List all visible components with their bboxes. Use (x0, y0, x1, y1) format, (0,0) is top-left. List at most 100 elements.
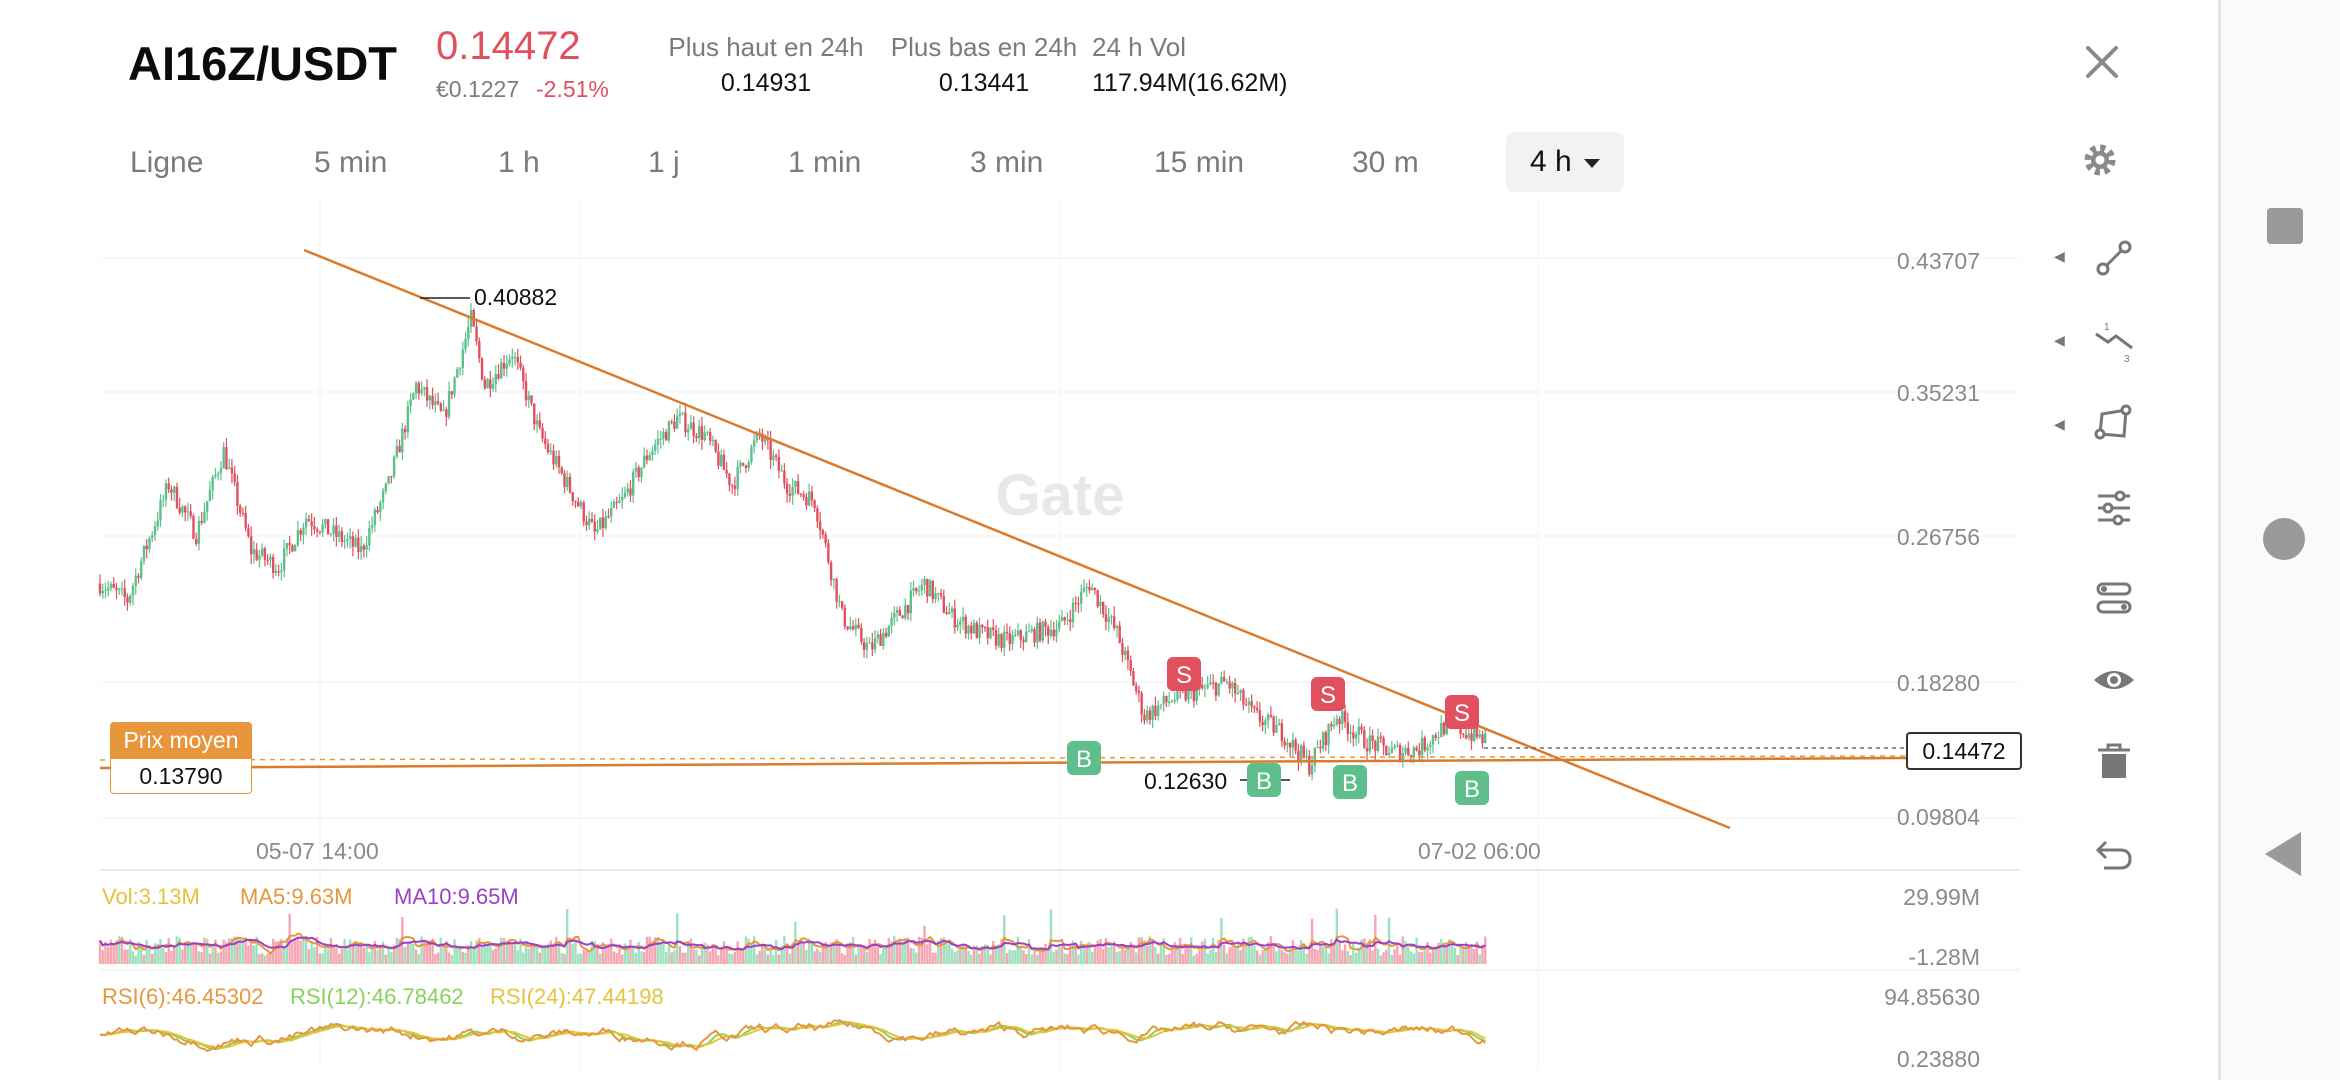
price-chart[interactable]: Gate S S S B B B B (0, 0, 2240, 1080)
tab-5min[interactable]: 5 min (314, 146, 388, 179)
candle-body (1206, 684, 1209, 688)
candle-body (126, 596, 129, 603)
candle-body (917, 590, 921, 592)
volume-bar (1302, 943, 1306, 964)
volume-bar (321, 953, 324, 964)
candle-body (651, 450, 654, 455)
volume-bar (1354, 952, 1358, 964)
candle-body (478, 341, 481, 358)
volume-bar (703, 942, 706, 964)
volume-bar (1189, 937, 1193, 964)
candle-body (519, 362, 522, 368)
volume-bar (670, 952, 673, 964)
candle-body (1426, 747, 1429, 751)
candle-body (412, 393, 415, 400)
volume-bar (115, 940, 118, 964)
candle-body (1003, 631, 1006, 648)
tab-1j[interactable]: 1 j (648, 146, 680, 179)
candle-body (252, 549, 256, 555)
candle-body (805, 496, 808, 506)
candle-body (571, 492, 574, 502)
candle-body (560, 467, 563, 474)
candle-body (755, 432, 759, 441)
tab-3min[interactable]: 3 min (970, 146, 1044, 179)
candle-body (846, 626, 849, 630)
tab-1h[interactable]: 1 h (498, 146, 540, 179)
expand-arrow-icon[interactable]: ◀ (2054, 416, 2065, 432)
layers-icon[interactable] (2090, 574, 2138, 622)
candle-body (318, 531, 322, 533)
candle-body (739, 462, 742, 467)
candle-body (1398, 745, 1402, 761)
buy-badge (1247, 763, 1281, 797)
sell-badge-label: S (1320, 682, 1336, 709)
volume-bar (1069, 945, 1072, 964)
candle-body (343, 540, 346, 542)
tab-ligne[interactable]: Ligne (130, 146, 204, 179)
volume-bar (101, 950, 104, 964)
candle-body (368, 527, 371, 546)
candle-body (1409, 755, 1413, 758)
undo-icon[interactable] (2090, 830, 2138, 878)
indicator-settings-icon[interactable] (2090, 484, 2138, 532)
home-icon[interactable] (2263, 518, 2305, 560)
volume-bar (445, 941, 448, 964)
volume-bar (643, 952, 646, 964)
candle-body (1481, 734, 1484, 744)
candle-body (774, 455, 778, 457)
recent-apps-icon[interactable] (2267, 208, 2303, 244)
volume-bar (1313, 948, 1317, 964)
volume-bar (832, 941, 836, 964)
volume-bar (1453, 947, 1457, 964)
volume-bar (1093, 947, 1097, 964)
expand-arrow-icon[interactable]: ◀ (2054, 248, 2065, 264)
volume-bar (1047, 949, 1050, 964)
candle-body (876, 634, 880, 639)
candle-body (697, 426, 701, 439)
tab-1min[interactable]: 1 min (788, 146, 862, 179)
volume-bar (719, 950, 723, 964)
back-icon[interactable] (2265, 832, 2301, 876)
volume-bar (398, 939, 401, 964)
candle-body (1431, 735, 1435, 745)
volume-bar (884, 947, 888, 964)
tab-30m[interactable]: 30 m (1352, 146, 1419, 179)
tab-4h[interactable]: 4 h (1506, 132, 1624, 192)
candle-body (599, 517, 602, 530)
candle-body (1244, 704, 1248, 706)
candle-body (159, 500, 162, 521)
candle-body (1151, 705, 1154, 720)
candle-body (645, 455, 649, 461)
close-icon[interactable] (2082, 42, 2122, 82)
candle-body (563, 473, 566, 488)
volume-bar (508, 939, 511, 964)
expand-arrow-icon[interactable]: ◀ (2054, 332, 2065, 348)
volume-bar (227, 938, 231, 964)
volume-bar (1085, 943, 1088, 964)
tab-15min[interactable]: 15 min (1154, 146, 1245, 179)
candle-body (541, 427, 544, 439)
delete-icon[interactable] (2090, 738, 2138, 786)
candle-body (1346, 721, 1350, 734)
volume-bar (983, 944, 987, 964)
volume-bar (1341, 950, 1344, 964)
volume-bar (945, 944, 948, 964)
volume-bar (975, 945, 978, 964)
candle-body (1343, 711, 1347, 722)
candle-body (357, 537, 360, 552)
volume-bar (555, 936, 558, 964)
visibility-icon[interactable] (2090, 656, 2138, 704)
gear-icon[interactable] (2080, 140, 2120, 180)
candle-body (1008, 633, 1011, 644)
candle-body (1203, 687, 1207, 689)
volume-bar (439, 937, 443, 964)
line-draw-icon[interactable] (2090, 234, 2138, 282)
shape-icon[interactable] (2090, 400, 2138, 448)
volume-bar (497, 945, 500, 964)
volume-bar (112, 945, 115, 964)
candle-body (1228, 681, 1231, 689)
candle-body (1014, 634, 1017, 636)
volume-bar (664, 951, 668, 964)
volume-bar (346, 949, 349, 964)
